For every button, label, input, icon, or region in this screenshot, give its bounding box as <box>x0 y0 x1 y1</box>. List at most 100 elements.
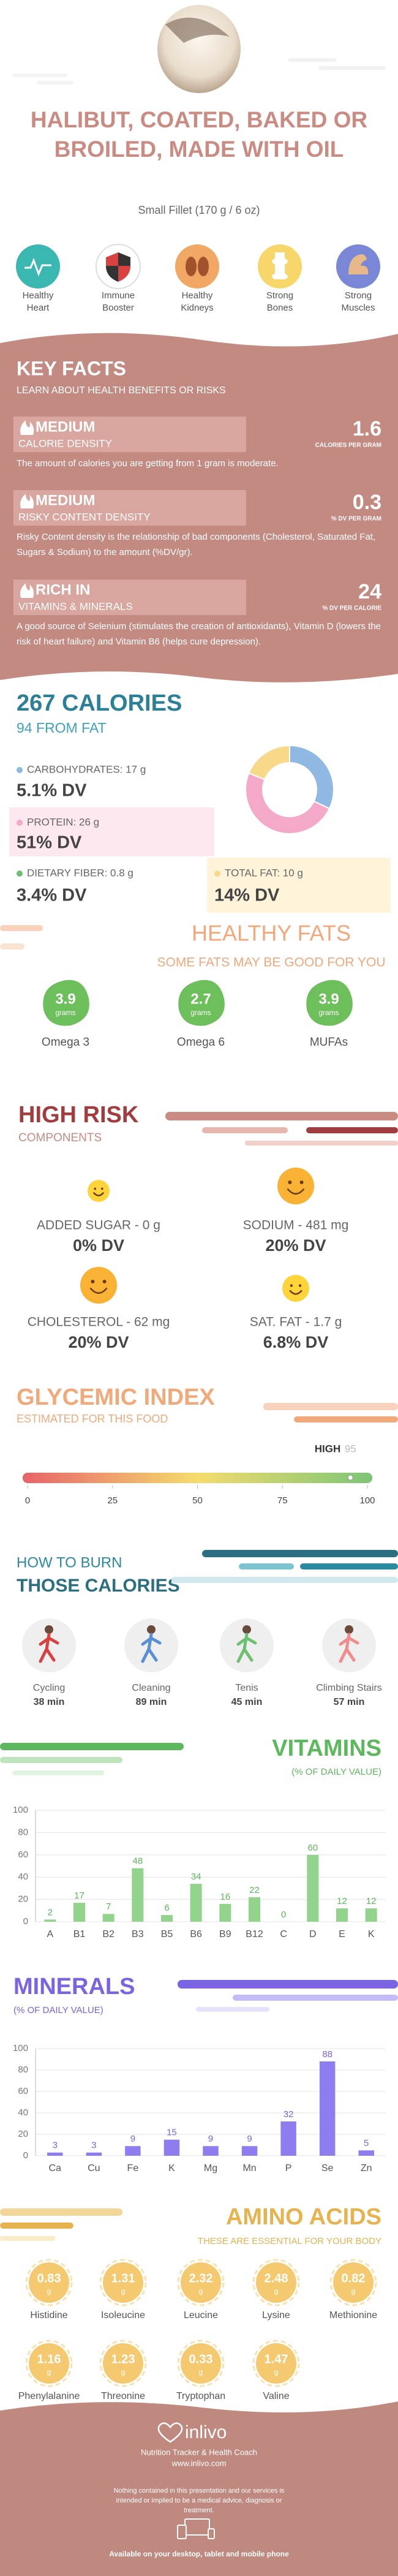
risk-label: ADDED SUGAR - 0 g <box>37 1218 160 1233</box>
x-tick-label: D <box>309 1929 317 1940</box>
amino-badge <box>29 2262 69 2303</box>
benefit-icon <box>16 244 60 289</box>
figure-head <box>147 1625 156 1634</box>
bar <box>358 2150 374 2156</box>
amino-value: 1.23 <box>111 2352 135 2366</box>
value-label: 16 <box>220 1892 230 1902</box>
value-label: 17 <box>74 1890 84 1901</box>
benefit-label-line: Heart <box>27 303 50 313</box>
x-tick-label: K <box>368 1929 375 1940</box>
benefit-label-line: Healthy <box>23 290 54 301</box>
amino-ring <box>25 2259 73 2306</box>
activity-image <box>220 1618 274 1672</box>
x-tick-label: P <box>285 2163 292 2174</box>
fat-unit: grams <box>55 1008 75 1017</box>
smiley-eye <box>299 1180 304 1184</box>
activity-name: Cleaning <box>132 1683 170 1693</box>
amino-name: Methionine <box>329 2310 377 2321</box>
device-icon <box>177 2525 187 2539</box>
decor-stripe <box>0 1757 122 1763</box>
decor-stripe <box>0 925 43 931</box>
amino-value: 1.16 <box>37 2352 61 2366</box>
benefit-label: Healthy Kidneys <box>181 290 213 313</box>
fact-text: A good source of Selenium (stimulates th… <box>17 621 381 647</box>
activity-time: 38 min <box>34 1697 65 1707</box>
legend-dot <box>17 871 23 877</box>
decor-stripe <box>233 1995 398 2001</box>
amino-badge <box>181 2343 221 2384</box>
amino-ring <box>25 2340 73 2387</box>
bar <box>319 2061 336 2156</box>
activity-image <box>322 1618 376 1672</box>
fact-heading-bg <box>13 417 246 452</box>
amino-name: Valine <box>263 2391 289 2401</box>
value-label: 2 <box>48 1907 53 1917</box>
fat-badge <box>43 980 89 1026</box>
benefit-label-line: Immune <box>102 290 135 301</box>
donut-slice <box>289 744 334 810</box>
donut-slice <box>247 744 290 780</box>
value-label: 32 <box>283 2109 294 2120</box>
bar <box>132 1868 144 1922</box>
figure-body <box>236 1633 257 1663</box>
decor-stripe <box>171 1577 398 1583</box>
smiley-eye <box>102 1280 107 1283</box>
section-subtitle: ESTIMATED FOR THIS FOOD <box>17 1413 168 1425</box>
x-tick-label: B12 <box>246 1929 263 1940</box>
bar <box>86 2152 102 2156</box>
fact-level: MEDIUM <box>36 418 95 435</box>
icon-shape <box>186 257 197 276</box>
decor-stripe <box>239 1563 294 1569</box>
activity-name: Tenis <box>235 1683 258 1693</box>
icon-shape <box>198 257 209 276</box>
value-label: 15 <box>167 2128 177 2138</box>
amino-name: Isoleucine <box>101 2310 145 2321</box>
value-label: 0 <box>281 1909 286 1920</box>
y-tick-label: 60 <box>18 2086 28 2096</box>
title: HALIBUT, COATED, BAKED OR BROILED, MADE … <box>30 107 368 162</box>
benefit-label-line: Healthy <box>182 290 213 301</box>
nutrient-dv: 14% DV <box>214 886 280 905</box>
risk-label: SODIUM - 481 mg <box>243 1218 349 1233</box>
legend-dot <box>17 820 23 826</box>
activity-image <box>22 1618 76 1672</box>
amino-unit: g <box>199 2287 203 2295</box>
decor-stripe <box>300 1563 398 1569</box>
footer-available: Available on your desktop, tablet and mo… <box>109 2550 289 2558</box>
benefit-label: Strong Muscles <box>341 290 375 313</box>
benefit-label-line: Kidneys <box>181 303 213 313</box>
section-title: HIGH RISK <box>18 1102 139 1128</box>
bar <box>160 1915 173 1922</box>
decor-stripe <box>0 2208 122 2216</box>
fat-badge <box>178 980 225 1026</box>
value-label: 88 <box>322 2049 332 2060</box>
amino-value: 2.32 <box>189 2272 213 2285</box>
smiley-eye <box>94 1187 97 1190</box>
value-label: 9 <box>247 2134 252 2144</box>
gauge-marker <box>347 1475 353 1481</box>
benefit-label: Strong Bones <box>266 290 293 313</box>
icon-shape <box>348 254 369 274</box>
value-label: 9 <box>130 2134 135 2144</box>
amino-name: Lysine <box>262 2310 290 2321</box>
y-tick-label: 20 <box>18 2129 28 2139</box>
benefit-label-line: Booster <box>102 303 134 313</box>
y-tick-label: 40 <box>18 2107 28 2118</box>
figure-body <box>141 1633 162 1663</box>
donut-slice <box>245 772 331 834</box>
smiley-mouth <box>289 1290 302 1295</box>
amino-unit: g <box>274 2287 279 2295</box>
smiley <box>88 1180 110 1202</box>
decor-stripe <box>288 58 337 62</box>
x-tick-label: B1 <box>73 1929 86 1940</box>
smiley-mouth <box>89 1287 108 1294</box>
fat-name: MUFAs <box>310 1036 348 1049</box>
amino-badge <box>29 2343 69 2384</box>
bar <box>336 1908 348 1922</box>
row-bg <box>9 807 214 856</box>
benefit-label: Healthy Heart <box>23 290 54 313</box>
footer-bg <box>0 2401 398 2576</box>
amino-unit: g <box>121 2368 126 2376</box>
